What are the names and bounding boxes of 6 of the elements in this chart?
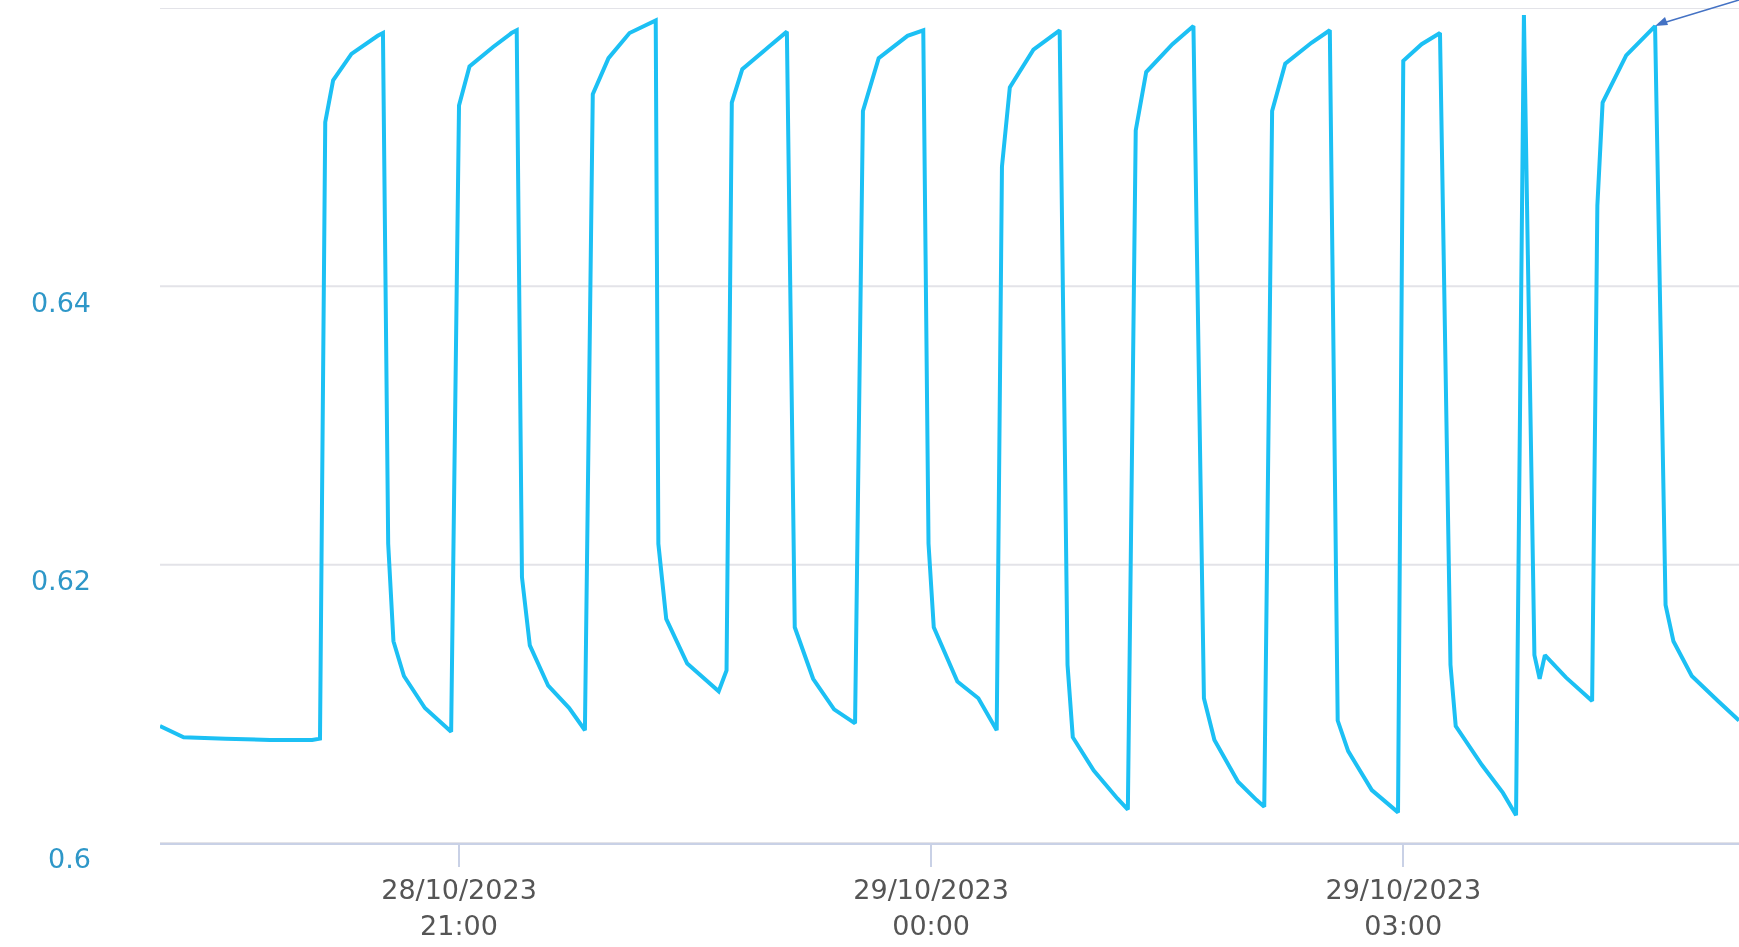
x-tick-label: 29/10/2023 03:00 [1325, 874, 1482, 941]
x-tick-label: 29/10/2023 00:00 [853, 874, 1009, 941]
y-tick-label: 0.62 [30, 565, 91, 597]
y-tick-label: 0.64 [30, 286, 91, 318]
y-tick-label: 0.6 [48, 843, 91, 875]
x-tick-label: 28/10/2023 21:00 [381, 874, 537, 941]
